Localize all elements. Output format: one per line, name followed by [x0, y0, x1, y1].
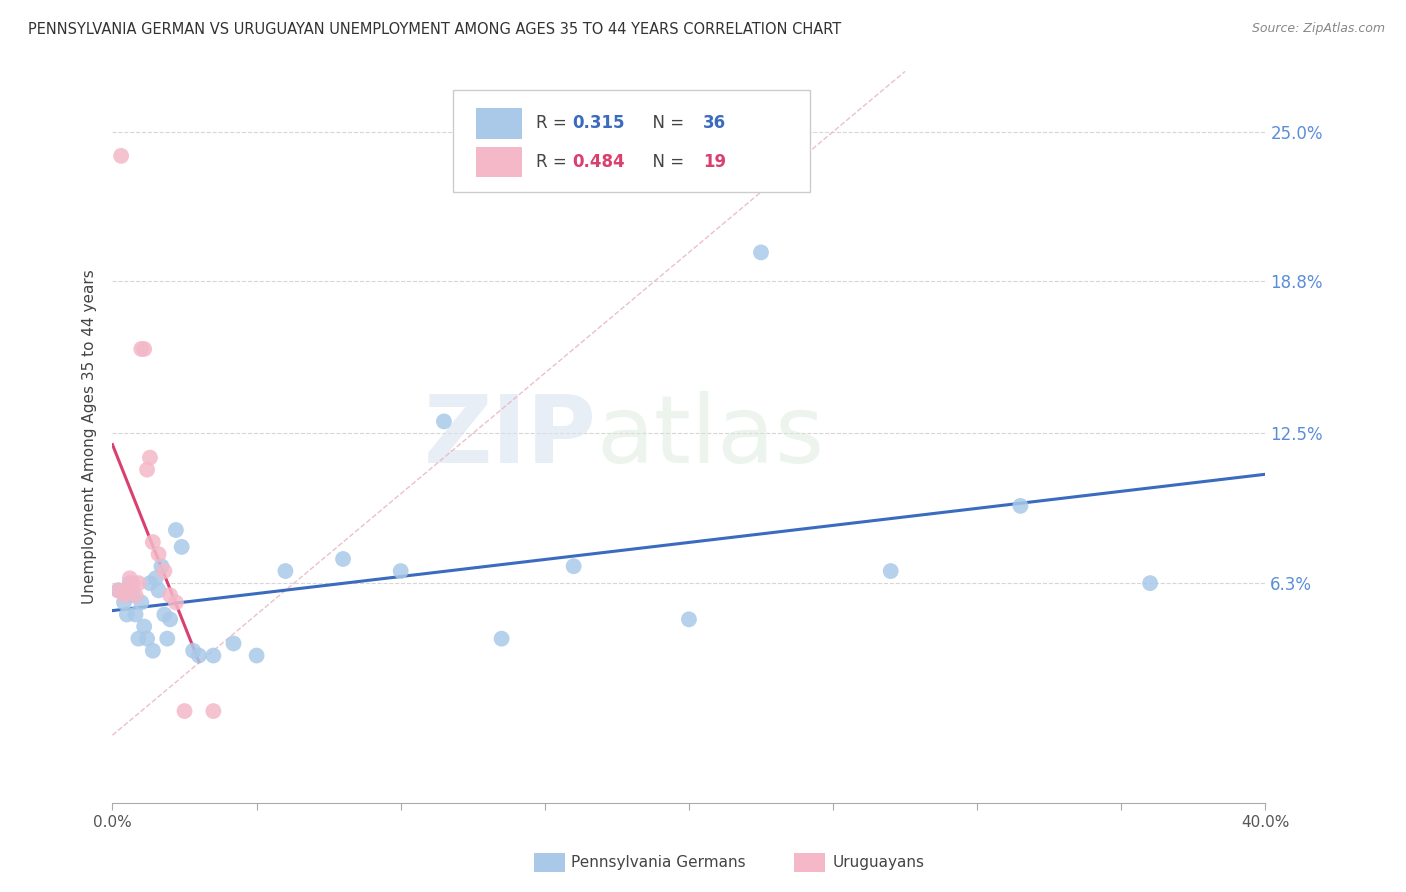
Point	[142, 535, 165, 549]
Point	[274, 564, 297, 578]
Point	[491, 632, 513, 646]
Text: Pennsylvania Germans: Pennsylvania Germans	[571, 855, 745, 870]
Point	[129, 595, 153, 609]
Point	[136, 632, 159, 646]
Point	[148, 547, 170, 561]
Point	[136, 463, 159, 477]
Text: 0.484: 0.484	[572, 153, 626, 171]
Point	[145, 571, 167, 585]
Text: ZIP: ZIP	[423, 391, 596, 483]
Point	[118, 576, 141, 591]
Point	[134, 619, 156, 633]
Point	[202, 648, 225, 663]
Point	[150, 559, 173, 574]
FancyBboxPatch shape	[475, 108, 522, 138]
Point	[148, 583, 170, 598]
FancyBboxPatch shape	[453, 90, 810, 192]
Point	[246, 648, 269, 663]
Point	[165, 595, 187, 609]
Point	[110, 149, 132, 163]
Point	[127, 632, 149, 646]
Point	[129, 342, 153, 356]
Point	[159, 612, 181, 626]
Point	[107, 583, 129, 598]
Point	[678, 612, 700, 626]
Point	[118, 571, 141, 585]
Point	[880, 564, 903, 578]
Point	[173, 704, 195, 718]
Point	[332, 552, 354, 566]
Point	[142, 644, 165, 658]
Point	[107, 583, 129, 598]
Point	[139, 576, 162, 591]
FancyBboxPatch shape	[475, 146, 522, 178]
Text: R =: R =	[536, 114, 572, 132]
Point	[112, 595, 135, 609]
Point	[127, 576, 149, 591]
Point	[153, 607, 176, 622]
Text: Source: ZipAtlas.com: Source: ZipAtlas.com	[1251, 22, 1385, 36]
Point	[153, 564, 176, 578]
Point	[1139, 576, 1161, 591]
Point	[389, 564, 412, 578]
Point	[165, 523, 187, 537]
Point	[181, 644, 204, 658]
Point	[124, 607, 146, 622]
Point	[170, 540, 193, 554]
Point	[156, 632, 179, 646]
Text: R =: R =	[536, 153, 572, 171]
Text: 19: 19	[703, 153, 725, 171]
Point	[124, 588, 146, 602]
Text: PENNSYLVANIA GERMAN VS URUGUAYAN UNEMPLOYMENT AMONG AGES 35 TO 44 YEARS CORRELAT: PENNSYLVANIA GERMAN VS URUGUAYAN UNEMPLO…	[28, 22, 841, 37]
Point	[159, 588, 181, 602]
Point	[115, 583, 138, 598]
Text: N =: N =	[641, 114, 689, 132]
Point	[115, 607, 138, 622]
Text: atlas: atlas	[596, 391, 825, 483]
Point	[1010, 499, 1032, 513]
Point	[112, 588, 135, 602]
Text: 0.315: 0.315	[572, 114, 626, 132]
Point	[562, 559, 585, 574]
Text: 36: 36	[703, 114, 725, 132]
Point	[433, 414, 456, 428]
Point	[139, 450, 162, 465]
Point	[749, 245, 772, 260]
Text: N =: N =	[641, 153, 689, 171]
Text: Uruguayans: Uruguayans	[832, 855, 924, 870]
Y-axis label: Unemployment Among Ages 35 to 44 years: Unemployment Among Ages 35 to 44 years	[82, 269, 97, 605]
Point	[222, 636, 245, 650]
Point	[121, 576, 143, 591]
Point	[188, 648, 211, 663]
Point	[121, 588, 143, 602]
Point	[134, 342, 156, 356]
Point	[202, 704, 225, 718]
